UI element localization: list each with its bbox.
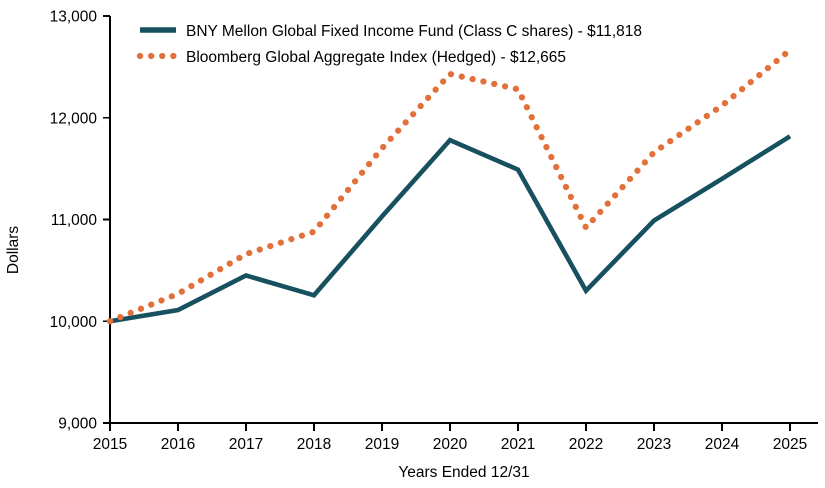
x-tick-label: 2018 (297, 436, 331, 453)
x-tick-label: 2020 (433, 436, 468, 453)
x-tick-label: 2019 (365, 436, 399, 453)
x-axis-title: Years Ended 12/31 (398, 464, 529, 481)
x-axis-ticks (109, 423, 791, 431)
y-axis-tick-labels: 9,000 10,000 11,000 12,000 13,000 (50, 9, 98, 433)
legend-label: Bloomberg Global Aggregate Index (Hedged… (186, 49, 566, 66)
y-tick-label: 10,000 (50, 314, 98, 331)
chart-legend: BNY Mellon Global Fixed Income Fund (Cla… (136, 23, 642, 66)
x-tick-label: 2017 (229, 436, 263, 453)
y-axis-title: Dollars (5, 226, 22, 274)
x-tick-label: 2022 (569, 436, 603, 453)
y-tick-label: 9,000 (58, 416, 97, 433)
x-tick-label: 2023 (637, 436, 671, 453)
x-tick-label: 2024 (705, 436, 740, 453)
x-axis-tick-labels: 2015 2016 2017 2018 2019 2020 2021 2022 2023 2024… (93, 436, 807, 453)
y-tick-label: 12,000 (50, 110, 98, 127)
y-tick-label: 11,000 (51, 212, 98, 229)
y-axis-ticks (103, 15, 110, 424)
data-series-layer (106, 46, 794, 325)
x-tick-label: 2025 (773, 436, 807, 453)
x-tick-label: 2021 (501, 436, 535, 453)
series-line-1 (109, 134, 792, 324)
legend-label: BNY Mellon Global Fixed Income Fund (Cla… (186, 23, 642, 40)
y-tick-label: 13,000 (50, 9, 98, 26)
series-line-2 (106, 46, 794, 325)
x-tick-label: 2016 (161, 436, 195, 453)
x-tick-label: 2015 (93, 436, 127, 453)
